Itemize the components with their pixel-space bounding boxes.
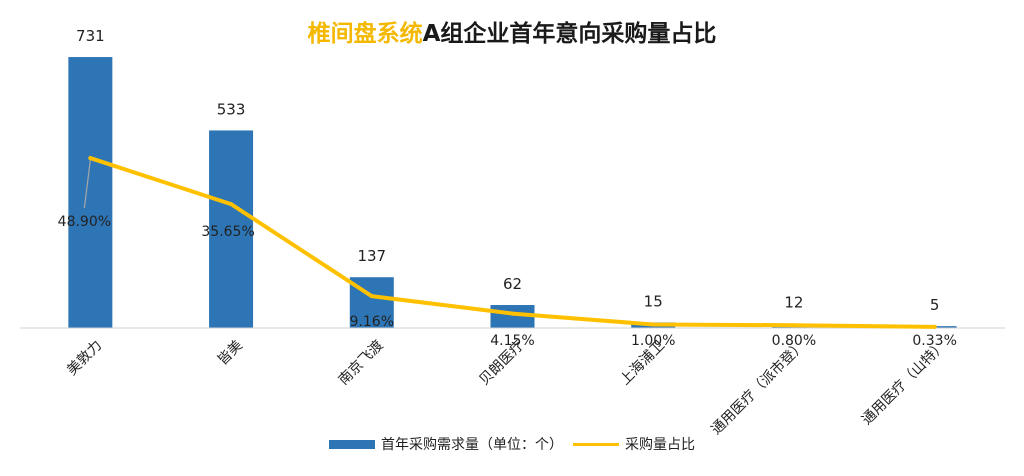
bar-value-label-3: 62 (503, 275, 522, 293)
legend-line-swatch (573, 442, 619, 446)
x-tick-label-5: 通用医疗（派市登） (708, 337, 809, 438)
bar-1[interactable] (209, 130, 254, 328)
line-value-label-2: 9.16% (350, 314, 394, 330)
bar-value-label-4: 15 (644, 292, 663, 310)
chart-title-rest: A组企业首年意向采购量占比 (422, 21, 717, 47)
chart-title: 椎间盘系统A组企业首年意向采购量占比 (0, 14, 1024, 48)
line-point-1 (229, 202, 234, 207)
line-point-6 (932, 324, 937, 329)
line-point-4 (651, 322, 656, 327)
line-point-5 (791, 323, 796, 328)
line-value-label-6: 0.33% (912, 333, 956, 349)
legend-line-label: 采购量占比 (625, 437, 695, 453)
bar-0[interactable] (68, 57, 113, 329)
line-value-label-0: 48.90% (58, 214, 111, 230)
bar-value-label-6: 5 (930, 296, 940, 314)
bar-value-label-0: 731 (76, 27, 105, 45)
bar-value-label-1: 533 (217, 100, 246, 118)
legend-bar-swatch (329, 439, 375, 449)
chart-title-highlight: 椎间盘系统 (307, 21, 423, 47)
line-value-label-4: 1.00% (631, 333, 675, 349)
legend-item-bar[interactable]: 首年采购需求量（单位：个） (329, 434, 563, 454)
bar-value-label-2: 137 (357, 247, 386, 265)
bar-value-label-5: 12 (784, 294, 803, 312)
legend-bar-label: 首年采购需求量（单位：个） (381, 437, 563, 453)
x-tick-label-0: 美敦力 (64, 338, 105, 379)
line-point-0 (88, 156, 93, 161)
legend: 首年采购需求量（单位：个） 采购量占比 (0, 434, 1024, 454)
line-point-2 (369, 294, 374, 299)
line-point-3 (510, 311, 515, 316)
leader-line-0 (83, 159, 91, 209)
x-tick-label-2: 南京飞渡 (336, 338, 387, 389)
x-tick-label-1: 皆美 (215, 338, 246, 369)
line-value-label-1: 35.65% (201, 224, 254, 240)
line-value-label-5: 0.80% (772, 333, 816, 349)
legend-item-line[interactable]: 采购量占比 (573, 434, 695, 454)
x-tick-label-6: 通用医疗（山特） (859, 338, 950, 429)
line-value-label-3: 4.15% (490, 333, 534, 349)
